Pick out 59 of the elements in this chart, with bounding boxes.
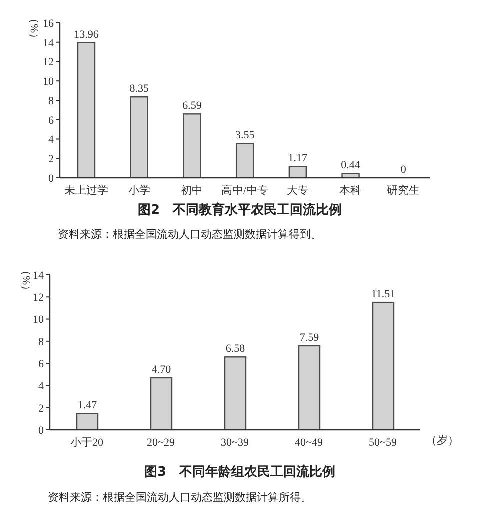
y-tick-label: 12 [33,292,44,304]
bar [77,42,96,178]
bar [130,96,148,178]
text: 图3 不同年龄组农民工回流比例 [143,464,337,481]
data-label: 0 [400,164,407,176]
bar [150,377,173,430]
data-label: 13.96 [74,28,100,41]
y-tick-label: 6 [48,114,54,127]
y-tick-label: 0 [48,172,54,185]
x-tick-label: 大专 [286,184,309,197]
data-label: 1.47 [78,400,98,412]
data-label: 7.59 [300,332,320,344]
y-tick-label: 8 [38,336,44,348]
x-tick-label: 50~59 [369,436,398,449]
y-tick-label: 4 [48,134,54,146]
bar [288,166,308,178]
y-tick-label: 16 [43,18,54,30]
x-tick-label: 本科 [340,184,362,197]
data-label: 4.70 [152,364,172,376]
data-label: 6.59 [182,100,202,112]
x-tick-label: 30~39 [221,436,250,449]
x-tick-label: 初中 [181,184,204,197]
y-tick-label: 10 [43,76,54,88]
data-label: 11.51 [371,288,396,301]
x-tick-label: 20~29 [147,436,176,449]
y-tick-label: 8 [48,95,54,108]
x-tick-label: 小于20 [70,436,104,449]
text: 资料来源：根据全国流动人口动态监测数据计算得到。 [58,228,322,242]
y-axis-title: （%） [28,13,40,44]
y-tick-label: 2 [48,154,54,166]
y-tick-label: 12 [43,56,54,69]
bar [372,302,395,430]
bar [183,114,202,178]
text: 图2 不同教育水平农民工回流比例 [136,202,344,219]
y-tick-label: 10 [33,314,44,326]
y-tick-label: 6 [38,358,44,370]
x-tick-label: 研究生 [387,184,420,197]
data-label: 3.55 [235,130,256,142]
y-tick-label: 4 [38,380,44,393]
bar [342,173,360,178]
y-axis-title: （%） [20,265,32,296]
data-label: 8.35 [130,83,150,96]
y-tick-label: 0 [38,424,44,437]
y-tick-label: 2 [38,402,44,415]
x-tick-label: 高中/中专 [221,184,269,197]
x-axis-title: （岁） [426,435,459,447]
x-tick-label: 40~49 [295,436,324,449]
y-tick-label: 14 [43,37,54,50]
x-tick-label: 未上过学 [64,184,108,197]
bar [76,413,99,430]
bar [224,356,247,430]
bar [298,345,321,430]
data-label: 6.58 [226,343,246,356]
text: 资料来源：根据全国流动人口动态监测数据计算所得。 [48,490,312,505]
data-label: 1.17 [288,152,308,165]
data-label: 0.44 [341,160,361,172]
x-tick-label: 小学 [128,184,150,197]
bar [236,143,254,178]
y-tick-label: 14 [33,270,44,282]
